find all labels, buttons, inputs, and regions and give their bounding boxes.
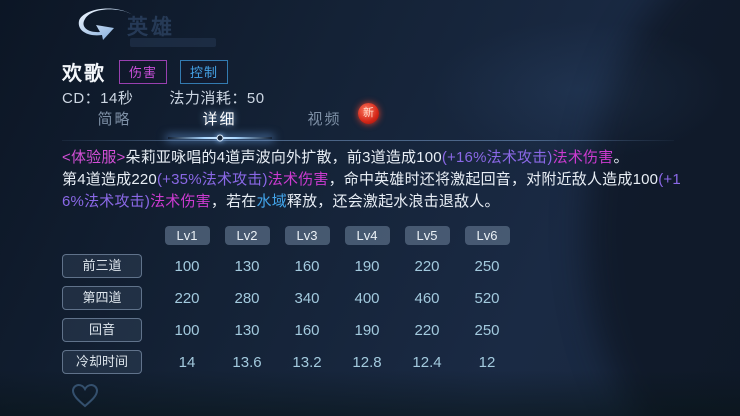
description-segment: <体验服> xyxy=(62,149,126,166)
watermark-title: 英雄 xyxy=(127,16,175,39)
row-label: 前三道 xyxy=(62,254,142,278)
description-segment: ，命中英雄时还将激起回音，对附近敌人造成100 xyxy=(328,171,659,188)
tab-简略[interactable]: 简略 xyxy=(97,111,132,128)
tabs: 简略 详细 视频 xyxy=(62,108,377,142)
tab-视频[interactable]: 视频 xyxy=(307,111,342,128)
description-segment: ，若在 xyxy=(210,193,257,210)
stat-value: 190 xyxy=(354,257,380,275)
description-segment: 法术伤害 xyxy=(552,149,614,166)
stat-value: 13.2 xyxy=(292,353,322,371)
skill-tag: 伤害 xyxy=(119,59,168,84)
stat-value: 190 xyxy=(354,321,380,339)
skill-tag: 控制 xyxy=(180,59,229,84)
heart-outline-icon xyxy=(70,383,100,415)
stat-value: 460 xyxy=(414,289,440,307)
level-header: Lv2 xyxy=(224,225,270,245)
stat-value: 220 xyxy=(174,289,200,307)
stats-table: Lv1 Lv2 Lv3 Lv4 Lv5 Lv6 前三道 100 130 160 190 220 250 第… xyxy=(62,220,517,378)
stat-value: 520 xyxy=(474,289,500,307)
level-header: Lv4 xyxy=(344,225,390,245)
row-label: 第四道 xyxy=(62,286,142,310)
mana-cost-label: 法力消耗：50 xyxy=(169,90,265,107)
stat-value: 130 xyxy=(234,257,260,275)
background-glow xyxy=(430,20,730,160)
level-header: Lv5 xyxy=(404,225,450,245)
description-segment: (+16%法术攻击) xyxy=(441,149,553,166)
skill-tags: 伤害 控制 xyxy=(106,59,229,84)
stat-value: 340 xyxy=(294,289,320,307)
stat-value: 160 xyxy=(294,257,320,275)
background-landscape-shade xyxy=(0,370,740,416)
stat-value: 12.8 xyxy=(352,353,382,371)
row-label: 冷却时间 xyxy=(62,350,142,374)
description-segment: (+16%法术攻击) xyxy=(62,171,681,210)
description-segment: 第4道造成220 xyxy=(62,171,157,188)
row-label: 回音 xyxy=(62,318,142,342)
stat-value: 14 xyxy=(178,353,196,371)
stat-value: 250 xyxy=(474,321,500,339)
skill-name: 欢歌 xyxy=(62,63,106,85)
cooldown-label: CD：14秒 xyxy=(62,90,134,107)
stat-value: 13.6 xyxy=(232,353,262,371)
watermark-subtitle-blur xyxy=(130,38,216,47)
description-segment: 水域 xyxy=(256,193,287,210)
skill-description: <体验服>朵莉亚咏唱的4道声波向外扩散，前3道造成100(+16%法术攻击)法术… xyxy=(62,147,686,213)
description-segment: 。 xyxy=(613,149,629,166)
stat-value: 100 xyxy=(174,321,200,339)
back-arrow-icon xyxy=(76,8,138,46)
description-segment: (+35%法术攻击) xyxy=(156,171,268,188)
stat-value: 250 xyxy=(474,257,500,275)
tab-详细[interactable]: 详细 xyxy=(167,108,272,142)
level-header: Lv3 xyxy=(284,225,330,245)
back-button[interactable] xyxy=(76,6,138,42)
stat-value: 12 xyxy=(478,353,496,371)
favorite-button[interactable] xyxy=(70,381,100,411)
stat-value: 12.4 xyxy=(412,353,442,371)
stat-value: 130 xyxy=(234,321,260,339)
stat-value: 400 xyxy=(354,289,380,307)
new-badge: 新 xyxy=(358,103,379,124)
stat-value: 160 xyxy=(294,321,320,339)
description-segment: 法术伤害 xyxy=(150,193,211,210)
description-segment: 释放，还会激起水浪击退敌人。 xyxy=(286,193,500,210)
stat-value: 220 xyxy=(414,321,440,339)
description-segment: 朵莉亚咏唱的4道声波向外扩散，前3道造成100 xyxy=(125,149,442,166)
active-tab-indicator xyxy=(167,134,272,142)
level-header: Lv1 xyxy=(164,225,210,245)
level-header: Lv6 xyxy=(464,225,510,245)
description-segment: 法术伤害 xyxy=(267,171,329,188)
tabs-divider xyxy=(62,140,674,141)
stat-value: 100 xyxy=(174,257,200,275)
stat-value: 280 xyxy=(234,289,260,307)
stat-value: 220 xyxy=(414,257,440,275)
